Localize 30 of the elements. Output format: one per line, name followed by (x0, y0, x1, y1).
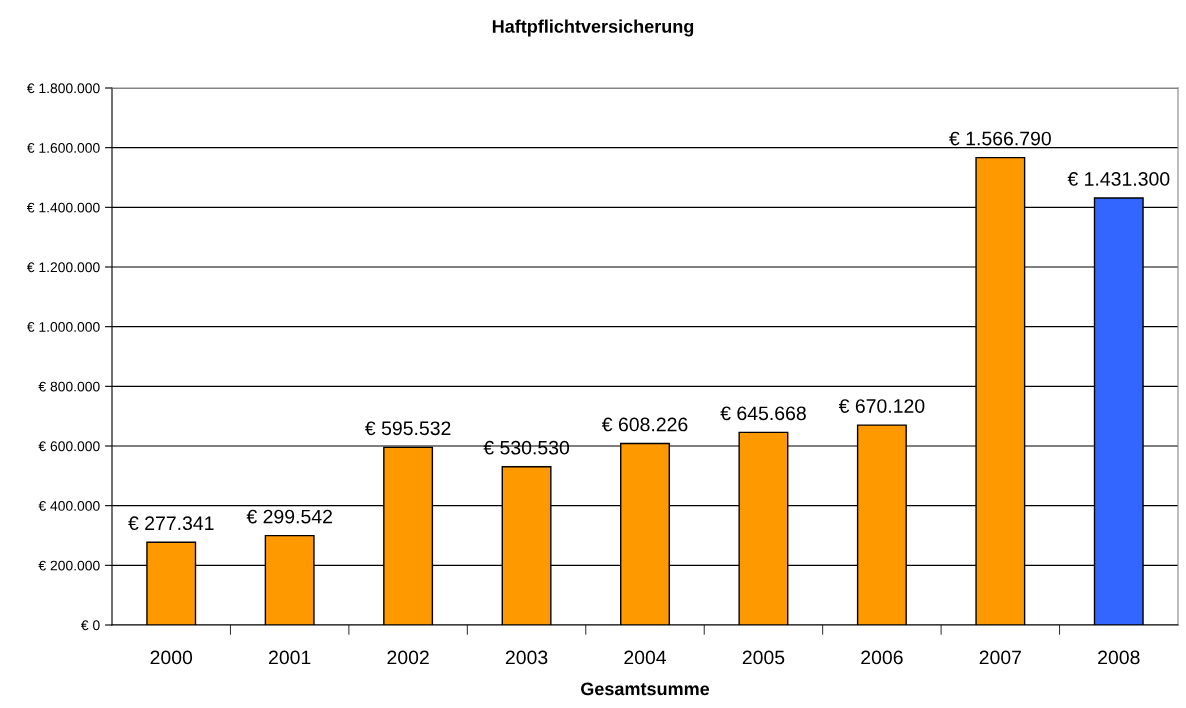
data-label: € 670.120 (838, 399, 925, 413)
x-tick-label: 2003 (505, 650, 548, 665)
y-tick-label: € 0 (81, 620, 100, 631)
data-label: € 645.668 (720, 406, 806, 421)
x-tick-label: 2004 (624, 650, 667, 665)
y-tick-label: € 1.000.000 (26, 322, 100, 332)
x-tick-label: 2007 (979, 650, 1021, 665)
chart-title: Haftpflichtversicherung (492, 19, 694, 37)
y-tick-label: € 1.400.000 (26, 202, 100, 213)
y-tick-label: € 800.000 (38, 381, 100, 392)
y-tick-label: € 1.800.000 (26, 83, 100, 94)
y-tick-label: € 200.000 (38, 560, 100, 571)
y-tick-label: € 400.000 (38, 501, 100, 511)
data-label: € 299.542 (246, 509, 332, 524)
data-label: € 608.226 (601, 417, 688, 432)
y-tick-label: € 1.200.000 (26, 262, 100, 273)
x-tick-label: 2000 (150, 650, 193, 665)
data-label: € 1.566.790 (949, 131, 1051, 146)
x-tick-label: 2006 (861, 650, 903, 665)
data-label: € 530.530 (483, 440, 570, 455)
data-label: € 277.341 (128, 516, 214, 531)
data-label: € 1.431.300 (1067, 172, 1170, 186)
x-tick-label: 2002 (387, 650, 429, 665)
y-tick-label: € 1.600.000 (26, 143, 100, 153)
x-tick-label: 2005 (742, 650, 785, 665)
x-tick-label: 2001 (269, 650, 311, 665)
y-tick-label: € 600.000 (38, 441, 100, 452)
data-label: € 595.532 (365, 421, 451, 436)
x-tick-label: 2008 (1098, 650, 1140, 665)
x-axis-title: Gesamtsumme (581, 682, 710, 696)
